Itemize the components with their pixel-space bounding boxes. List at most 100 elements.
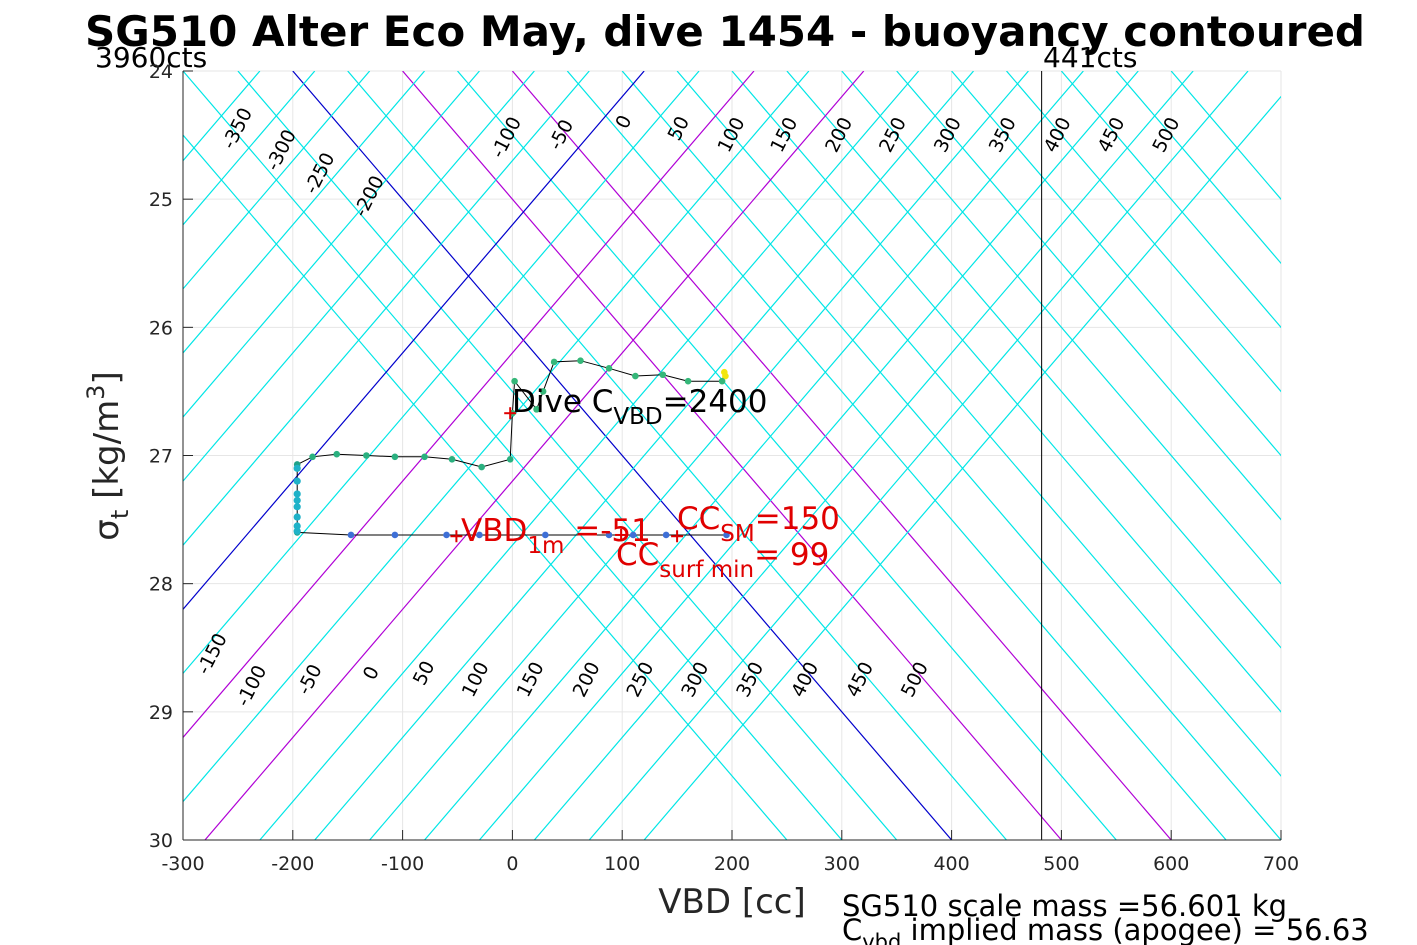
footer-implied-mass: Cvbd implied mass (apogee) = 56.63 xyxy=(842,913,1369,945)
dive-point-23 xyxy=(347,531,355,539)
cluster-point-7 xyxy=(293,527,301,535)
contour-150 xyxy=(676,71,1281,777)
contour-upper-450 xyxy=(479,71,1139,840)
dive-point-10 xyxy=(533,406,540,413)
dive-point-25 xyxy=(443,531,450,539)
contour-upper-400 xyxy=(424,71,1084,840)
cluster-point-2 xyxy=(293,490,301,498)
contour-200 xyxy=(731,71,1281,713)
y-tick-label-1: 25 xyxy=(149,189,173,211)
dive-point-31 xyxy=(723,531,730,539)
dive-point-15 xyxy=(448,456,456,463)
reference-markers xyxy=(450,407,684,543)
top-label-right: 441cts xyxy=(1043,41,1137,74)
contour-upper--300 xyxy=(183,71,316,226)
marker-plus-2 xyxy=(671,530,684,543)
y-axis-label-unit: [kg/m xyxy=(87,400,127,510)
x-tick-label-8: 500 xyxy=(1043,853,1079,875)
y-axis-label-symbol: σ xyxy=(87,519,127,541)
dive-trace-line xyxy=(296,360,727,536)
dive-point-1 xyxy=(721,368,728,376)
dive-point-8 xyxy=(550,358,558,366)
y-tick-label-3: 27 xyxy=(149,446,173,468)
contour-350 xyxy=(896,71,1281,521)
y-axis-ticks: 24 25 26 27 28 29 30 xyxy=(149,61,193,852)
cluster-point-4 xyxy=(293,503,301,511)
contour-0 xyxy=(511,71,1172,840)
contour-upper-300 xyxy=(314,71,975,840)
dive-point-30 xyxy=(662,531,670,539)
dive-point-5 xyxy=(632,372,639,380)
y-tick-label-4: 28 xyxy=(149,574,173,596)
marker-plus-3 xyxy=(615,528,628,541)
contour-50 xyxy=(566,71,1227,840)
cluster-point-6 xyxy=(293,522,301,530)
contour-100 xyxy=(621,71,1281,840)
dive-point-26 xyxy=(476,531,483,539)
x-tick-label-3: 0 xyxy=(506,853,518,875)
contour--300 xyxy=(183,71,843,840)
y-tick-label-5: 29 xyxy=(149,702,173,724)
contour-upper-600 xyxy=(643,95,1281,840)
x-tick-label-6: 300 xyxy=(824,853,860,875)
x-axis-ticks: -300 -200 -100 0 100 200 300 400 500 600 700 xyxy=(161,830,1299,875)
top-label-left: 3960cts xyxy=(95,41,207,74)
dive-point-20 xyxy=(309,453,316,461)
contour-300 xyxy=(841,71,1281,585)
dive-point-16 xyxy=(421,453,428,461)
contour-250 xyxy=(786,71,1281,649)
x-tick-label-10: 700 xyxy=(1263,853,1299,875)
contour-upper-350 xyxy=(369,71,1029,840)
cluster-point-3 xyxy=(293,496,301,504)
contour-upper--50 xyxy=(183,71,590,547)
contour-upper-200 xyxy=(204,71,865,840)
y-axis-label-sup: 3 xyxy=(82,385,110,400)
cluster-point-0 xyxy=(293,464,301,472)
x-axis-label: VBD [cc] xyxy=(658,882,806,922)
annotation-vbd-1m: VBD1m =-51 xyxy=(461,513,651,559)
y-tick-label-0: 24 xyxy=(149,61,173,83)
x-tick-label-7: 400 xyxy=(933,853,969,875)
buoyancy-contours xyxy=(183,71,1281,840)
dive-point-28 xyxy=(605,531,613,539)
dive-trace xyxy=(293,357,730,539)
contour-450 xyxy=(1006,71,1281,393)
contour-upper--200 xyxy=(183,71,426,354)
dive-point-4 xyxy=(659,371,667,379)
contour-upper-250 xyxy=(259,71,920,840)
contour--150 xyxy=(347,71,1007,840)
dive-point-13 xyxy=(506,456,514,463)
y-axis-label: σt [kg/m3] xyxy=(82,371,134,540)
dive-point-6 xyxy=(605,365,613,372)
dive-point-2 xyxy=(718,377,726,385)
dive-point-24 xyxy=(391,531,399,539)
y-tick-label-2: 26 xyxy=(149,317,173,339)
x-tick-label-9: 600 xyxy=(1153,853,1189,875)
contour-upper-550 xyxy=(588,71,1249,840)
dive-point-27 xyxy=(542,531,549,539)
contour--100 xyxy=(402,71,1062,840)
dive-point-7 xyxy=(577,357,584,364)
x-tick-label-2: -100 xyxy=(381,853,424,875)
contour-400 xyxy=(951,71,1281,457)
x-tick-label-0: -300 xyxy=(161,853,204,875)
chart-title: SG510 Alter Eco May, dive 1454 - buoyanc… xyxy=(85,7,1365,56)
contour-600 xyxy=(1170,71,1281,201)
marker-plus-0 xyxy=(504,407,517,420)
contour-upper--250 xyxy=(183,71,371,290)
contour-upper-500 xyxy=(533,71,1194,840)
contour-upper--100 xyxy=(183,71,535,483)
annotation-cc-surf: CCsurf min= 99 xyxy=(616,537,829,583)
dive-point-11 xyxy=(511,377,518,385)
dive-point-29 xyxy=(629,531,637,539)
contour-upper-150 xyxy=(183,71,810,803)
contour-550 xyxy=(1115,71,1281,265)
contour--200 xyxy=(292,71,953,840)
dive-point-3 xyxy=(684,377,692,385)
dive-point-14 xyxy=(478,463,485,471)
annotation-cc-sm: CCSM=150 xyxy=(677,501,840,547)
x-tick-label-1: -200 xyxy=(271,853,314,875)
dive-point-19 xyxy=(333,450,341,458)
dive-point-17 xyxy=(391,453,399,461)
